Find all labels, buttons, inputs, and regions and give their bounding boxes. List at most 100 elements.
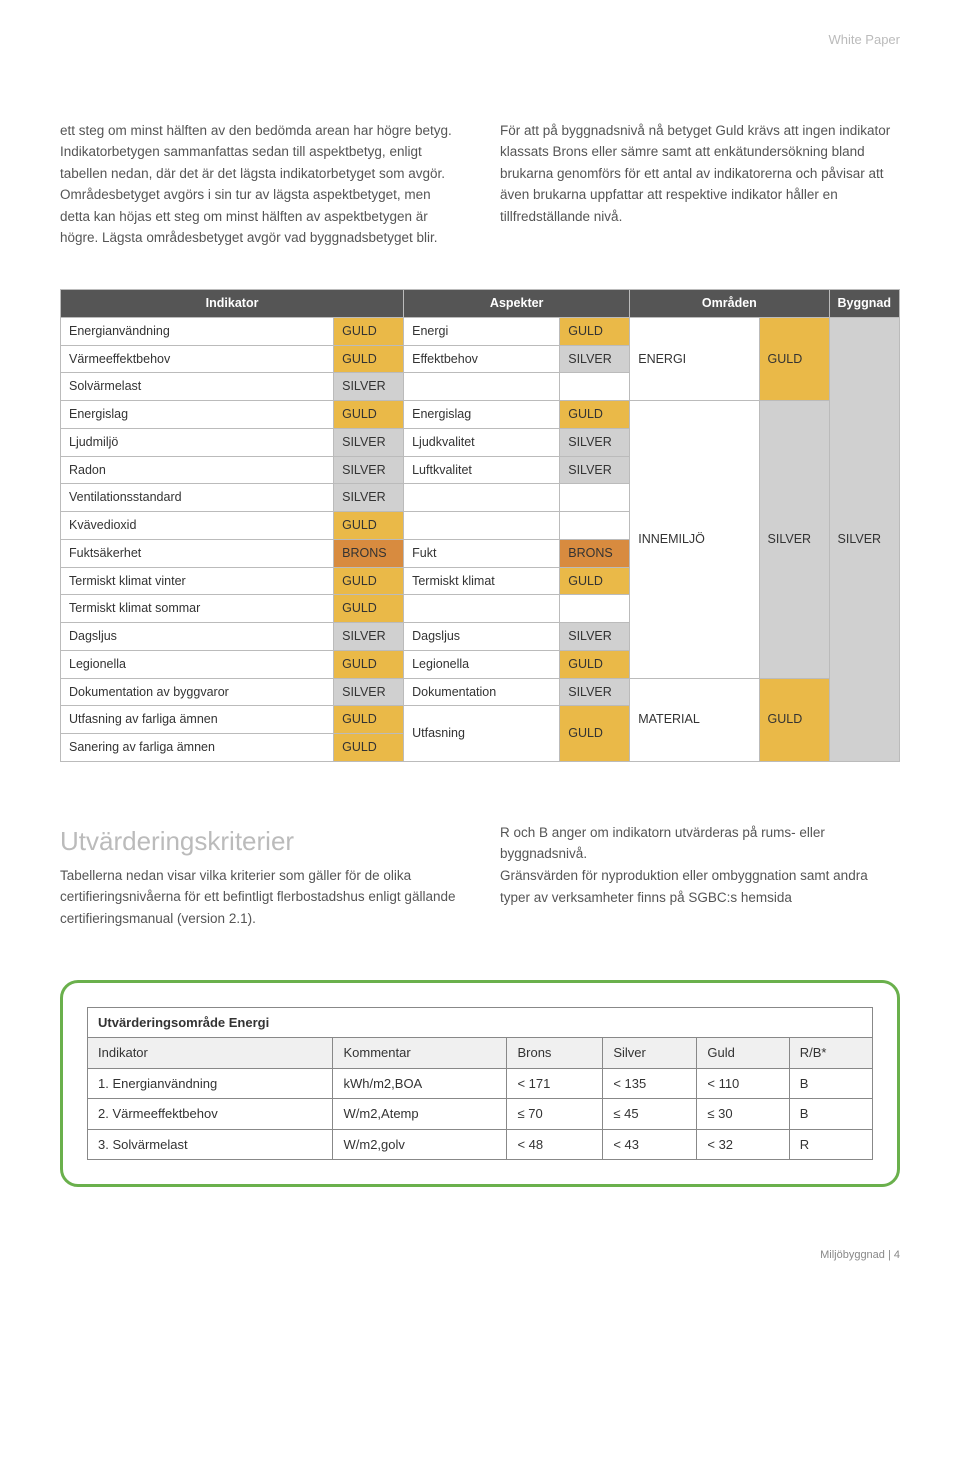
eval-cell: kWh/m2,BOA [333,1068,507,1099]
aspekt-rating-cell [560,595,630,623]
omrade-cell: INNEMILJÖ [630,401,759,679]
aspekt-cell [404,373,560,401]
indikator-cell: Värmeeffektbehov [61,345,334,373]
eval-title: Utvärderingsområde Energi [88,1007,873,1038]
eval-cell: B [789,1068,872,1099]
indikator-rating-cell: GULD [334,734,404,762]
aspekt-rating-cell: BRONS [560,539,630,567]
aspekt-cell: Utfasning [404,706,560,762]
aspekt-cell: Dagsljus [404,623,560,651]
aspekt-rating-cell: SILVER [560,678,630,706]
aspekt-rating-cell: GULD [560,317,630,345]
indikator-cell: Solvärmelast [61,373,334,401]
eval-cell: < 43 [603,1129,697,1160]
eval-cell: ≤ 45 [603,1099,697,1130]
aspekt-rating-cell: SILVER [560,345,630,373]
indikator-rating-cell: GULD [334,345,404,373]
indikator-rating-cell: SILVER [334,428,404,456]
indikator-rating-cell: SILVER [334,623,404,651]
aspekt-rating-cell [560,484,630,512]
th-indikator: Indikator [61,290,404,318]
aspekt-cell: Ljudkvalitet [404,428,560,456]
aspekt-rating-cell: SILVER [560,456,630,484]
indikator-cell: Termiskt klimat sommar [61,595,334,623]
eval-header-cell: Brons [507,1038,603,1069]
indikator-rating-cell: BRONS [334,539,404,567]
header-label: White Paper [60,30,900,50]
indikator-rating-cell: GULD [334,650,404,678]
omrade-cell: ENERGI [630,317,759,400]
eval-cell: 1. Energianvändning [88,1068,333,1099]
aspekt-cell: Energi [404,317,560,345]
th-aspekter: Aspekter [404,290,630,318]
page-footer: Miljöbyggnad | 4 [60,1247,900,1264]
omrade-rating-cell: GULD [759,317,829,400]
eval-table: Utvärderingsområde Energi IndikatorKomme… [87,1007,873,1161]
indikator-rating-cell: GULD [334,595,404,623]
aspekt-cell: Luftkvalitet [404,456,560,484]
aspekt-rating-cell: GULD [560,706,630,762]
indikator-cell: Dagsljus [61,623,334,651]
indikator-cell: Energianvändning [61,317,334,345]
indikator-cell: Radon [61,456,334,484]
omrade-rating-cell: GULD [759,678,829,761]
indikator-rating-cell: GULD [334,512,404,540]
eval-header-cell: Indikator [88,1038,333,1069]
intro-right: För att på byggnadsnivå nå betyget Guld … [500,120,900,250]
indikator-rating-cell: SILVER [334,484,404,512]
indikator-rating-cell: SILVER [334,678,404,706]
indikator-cell: Energislag [61,401,334,429]
indikator-cell: Sanering av farliga ämnen [61,734,334,762]
aspekt-cell: Termiskt klimat [404,567,560,595]
eval-cell: < 135 [603,1068,697,1099]
eval-header-cell: Silver [603,1038,697,1069]
indikator-cell: Ventilationsstandard [61,484,334,512]
eval-cell: ≤ 70 [507,1099,603,1130]
eval-cell: 2. Värmeeffektbehov [88,1099,333,1130]
criteria-section: Utvärderingskriterier Tabellerna nedan v… [60,822,900,930]
main-rating-table: Indikator Aspekter Områden Byggnad Energ… [60,289,900,762]
criteria-title: Utvärderingskriterier [60,822,460,861]
th-byggnad: Byggnad [829,290,899,318]
aspekt-cell: Legionella [404,650,560,678]
aspekt-rating-cell: GULD [560,567,630,595]
eval-cell: < 110 [697,1068,789,1099]
criteria-right: R och B anger om indikatorn utvärderas p… [500,822,900,908]
eval-cell: W/m2,Atemp [333,1099,507,1130]
eval-header-cell: R/B* [789,1038,872,1069]
indikator-cell: Ljudmiljö [61,428,334,456]
indikator-cell: Dokumentation av byggvaror [61,678,334,706]
aspekt-rating-cell [560,373,630,401]
eval-cell: W/m2,golv [333,1129,507,1160]
indikator-rating-cell: SILVER [334,456,404,484]
aspekt-cell [404,484,560,512]
eval-header-cell: Kommentar [333,1038,507,1069]
aspekt-rating-cell: GULD [560,650,630,678]
eval-box: Utvärderingsområde Energi IndikatorKomme… [60,980,900,1188]
indikator-cell: Legionella [61,650,334,678]
eval-header-cell: Guld [697,1038,789,1069]
omrade-cell: MATERIAL [630,678,759,761]
intro-columns: ett steg om minst hälften av den bedömda… [60,120,900,250]
aspekt-cell: Effektbehov [404,345,560,373]
aspekt-rating-cell: GULD [560,401,630,429]
indikator-rating-cell: GULD [334,567,404,595]
eval-cell: 3. Solvärmelast [88,1129,333,1160]
indikator-cell: Utfasning av farliga ämnen [61,706,334,734]
aspekt-cell: Fukt [404,539,560,567]
aspekt-rating-cell: SILVER [560,428,630,456]
eval-cell: B [789,1099,872,1130]
aspekt-cell [404,595,560,623]
intro-left: ett steg om minst hälften av den bedömda… [60,120,460,250]
eval-cell: < 171 [507,1068,603,1099]
aspekt-rating-cell [560,512,630,540]
eval-cell: R [789,1129,872,1160]
byggnad-rating-cell: SILVER [829,317,899,761]
indikator-rating-cell: GULD [334,706,404,734]
indikator-rating-cell: GULD [334,401,404,429]
indikator-rating-cell: SILVER [334,373,404,401]
eval-cell: < 32 [697,1129,789,1160]
aspekt-rating-cell: SILVER [560,623,630,651]
indikator-cell: Kvävedioxid [61,512,334,540]
aspekt-cell: Energislag [404,401,560,429]
